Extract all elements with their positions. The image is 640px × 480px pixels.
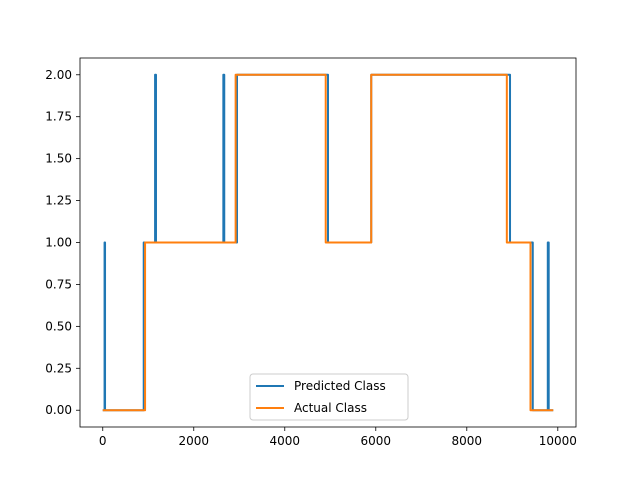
x-tick-label: 6000 xyxy=(361,434,392,448)
y-tick-label: 0.25 xyxy=(45,361,72,375)
y-tick-label: 0.50 xyxy=(45,319,72,333)
x-axis: 0 2000 4000 6000 8000 10000 xyxy=(99,427,577,448)
legend-label: Predicted Class xyxy=(294,379,386,393)
x-tick-label: 2000 xyxy=(178,434,209,448)
y-tick-label: 1.00 xyxy=(45,236,72,250)
x-tick-label: 0 xyxy=(99,434,107,448)
y-tick-label: 1.75 xyxy=(45,110,72,124)
y-tick-label: 1.50 xyxy=(45,152,72,166)
legend: Predicted Class Actual Class xyxy=(249,373,409,421)
series-layer xyxy=(102,73,554,412)
y-axis: 0.00 0.25 0.50 0.75 1.00 1.25 1.50 1.75 2.00 xyxy=(45,68,80,417)
series-line-1 xyxy=(102,73,554,412)
y-tick-label: 0.00 xyxy=(45,403,72,417)
x-tick-label: 4000 xyxy=(269,434,300,448)
y-tick-label: 0.75 xyxy=(45,277,72,291)
y-tick-label: 2.00 xyxy=(45,68,72,82)
legend-label: Actual Class xyxy=(294,401,367,415)
legend-box xyxy=(249,373,409,421)
y-tick-label: 1.25 xyxy=(45,194,72,208)
x-tick-label: 10000 xyxy=(539,434,577,448)
x-tick-label: 8000 xyxy=(452,434,483,448)
